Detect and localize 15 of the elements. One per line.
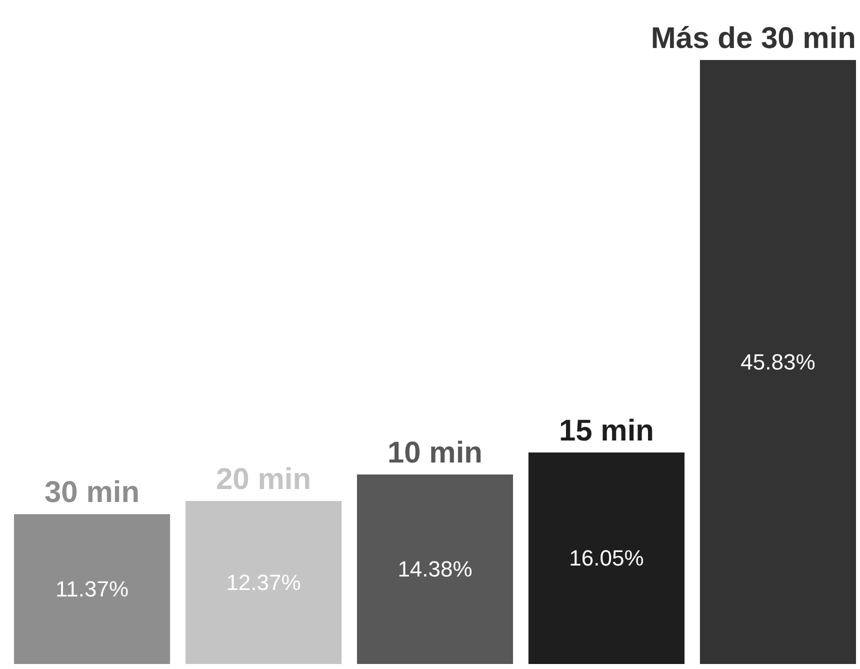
bar: [14, 514, 170, 664]
x-tick-label: 20 min: [216, 462, 312, 496]
x-tick-label: Más de 30 min: [650, 22, 856, 55]
data-label: 45.83%: [740, 350, 816, 374]
bar: [528, 452, 685, 664]
data-label: 12.37%: [226, 570, 301, 595]
x-tick-label: 30 min: [44, 476, 140, 510]
x-tick-label: 10 min: [387, 436, 483, 470]
data-label: 14.38%: [398, 556, 472, 582]
x-tick-label: 15 min: [558, 414, 654, 448]
bar: [185, 500, 342, 664]
data-label: 11.37%: [56, 576, 129, 602]
data-label: 16.05%: [569, 546, 644, 571]
bar: [700, 60, 856, 664]
bar: [356, 474, 514, 664]
